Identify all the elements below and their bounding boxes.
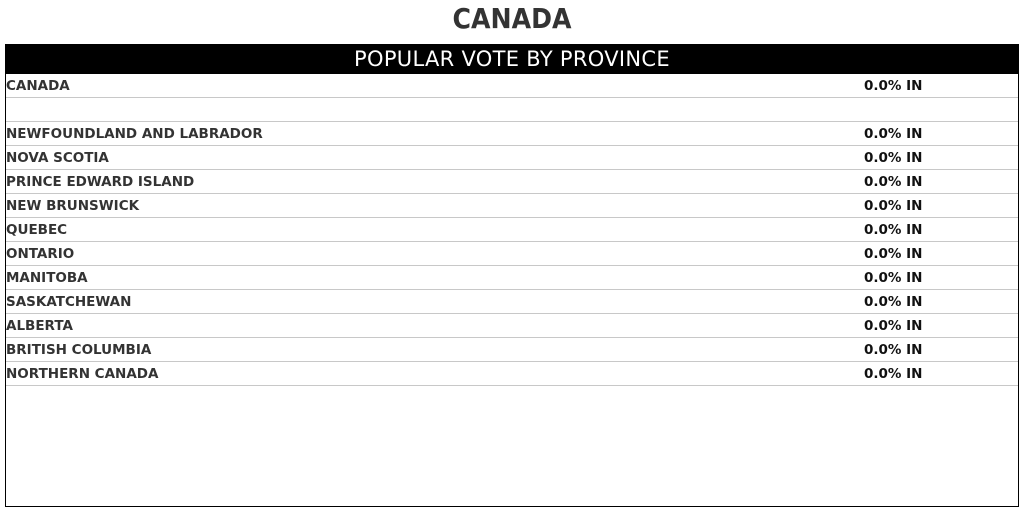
row-name: NORTHERN CANADA — [6, 366, 159, 382]
row-name: CANADA — [6, 78, 70, 94]
row-reporting: 0.0% IN — [864, 246, 923, 262]
row-name: NEW BRUNSWICK — [6, 198, 140, 214]
table-row-canada[interactable]: CANADA 0.0% IN — [6, 74, 1018, 98]
table-row-newfoundland-and-labrador[interactable]: NEWFOUNDLAND AND LABRADOR 0.0% IN — [6, 122, 1018, 146]
table-row-manitoba[interactable]: MANITOBA 0.0% IN — [6, 266, 1018, 290]
popular-vote-panel: POPULAR VOTE BY PROVINCE CANADA 0.0% IN … — [5, 44, 1019, 507]
row-reporting: 0.0% IN — [864, 270, 923, 286]
row-reporting: 0.0% IN — [864, 198, 923, 214]
row-name: ONTARIO — [6, 246, 75, 262]
row-name: PRINCE EDWARD ISLAND — [6, 174, 195, 190]
panel-header: POPULAR VOTE BY PROVINCE — [6, 45, 1018, 74]
row-reporting: 0.0% IN — [864, 366, 923, 382]
table-row-prince-edward-island[interactable]: PRINCE EDWARD ISLAND 0.0% IN — [6, 170, 1018, 194]
province-list: CANADA 0.0% IN NEWFOUNDLAND AND LABRADOR… — [6, 74, 1018, 386]
row-name: NOVA SCOTIA — [6, 150, 109, 166]
table-row-spacer — [6, 98, 1018, 122]
table-row-alberta[interactable]: ALBERTA 0.0% IN — [6, 314, 1018, 338]
row-reporting: 0.0% IN — [864, 342, 923, 358]
row-reporting: 0.0% IN — [864, 318, 923, 334]
row-reporting: 0.0% IN — [864, 174, 923, 190]
row-reporting: 0.0% IN — [864, 126, 923, 142]
row-name: SASKATCHEWAN — [6, 294, 132, 310]
row-name: MANITOBA — [6, 270, 88, 286]
table-row-british-columbia[interactable]: BRITISH COLUMBIA 0.0% IN — [6, 338, 1018, 362]
page-title: CANADA — [452, 2, 572, 35]
row-reporting: 0.0% IN — [864, 150, 923, 166]
table-row-nova-scotia[interactable]: NOVA SCOTIA 0.0% IN — [6, 146, 1018, 170]
row-reporting: 0.0% IN — [864, 294, 923, 310]
table-row-northern-canada[interactable]: NORTHERN CANADA 0.0% IN — [6, 362, 1018, 386]
row-name: NEWFOUNDLAND AND LABRADOR — [6, 126, 263, 142]
table-row-quebec[interactable]: QUEBEC 0.0% IN — [6, 218, 1018, 242]
row-name: QUEBEC — [6, 222, 68, 238]
table-row-saskatchewan[interactable]: SASKATCHEWAN 0.0% IN — [6, 290, 1018, 314]
table-row-ontario[interactable]: ONTARIO 0.0% IN — [6, 242, 1018, 266]
row-name: BRITISH COLUMBIA — [6, 342, 152, 358]
row-reporting: 0.0% IN — [864, 78, 923, 94]
row-reporting: 0.0% IN — [864, 222, 923, 238]
table-row-new-brunswick[interactable]: NEW BRUNSWICK 0.0% IN — [6, 194, 1018, 218]
row-name: ALBERTA — [6, 318, 73, 334]
